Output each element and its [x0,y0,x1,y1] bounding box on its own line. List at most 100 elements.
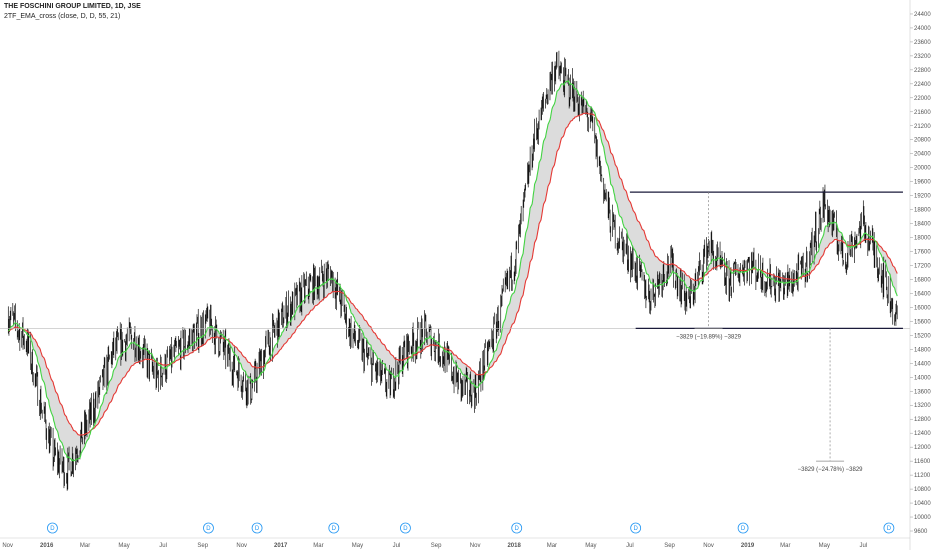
time-tick-label: 2019 [741,543,755,549]
dividend-circle [203,522,214,534]
time-tick-label: 2017 [274,543,288,549]
dividend-label: D [633,526,638,532]
price-tick-label: 22800 [914,68,931,74]
price-tick-label: 12800 [914,417,931,423]
measure-label: −3829 (−24.78%) −3829 [798,467,864,473]
time-tick-label: Mar [80,543,90,549]
price-tick-label: 13600 [914,389,931,395]
dividend-marker: D [251,522,263,534]
ema-lines [7,80,898,462]
price-tick-label: 14000 [914,375,931,381]
time-tick-label: Sep [197,543,208,549]
price-tick-label: 22000 [914,96,931,102]
time-tick-label: Jul [393,543,401,549]
price-tick-label: 12400 [914,431,931,437]
dividend-circle [883,522,895,534]
dividend-label: D [332,526,337,532]
price-tick-label: 14800 [914,347,931,353]
price-tick-label: 20400 [914,152,931,158]
price-tick-label: 18000 [914,236,931,242]
price-tick-label: 18800 [914,208,931,214]
dividend-marker: D [328,522,340,534]
time-tick-label: Nov [470,543,481,549]
price-tick-label: 22400 [914,82,931,88]
dividend-label: D [255,526,260,532]
dividend-circle [630,522,642,534]
dividend-circle [737,522,749,534]
price-axis[interactable]: 9600 10000 10400 10800 11200 11600 12000 12400 1… [909,0,931,550]
time-tick-label: 2016 [40,543,54,549]
dividend-marker: D [47,522,58,534]
time-tick-label: May [352,543,363,549]
price-tick-label: 20000 [914,166,931,172]
price-tick-label: 17600 [914,250,931,256]
price-tick-label: 15200 [914,333,931,339]
price-tick-label: 11200 [914,473,931,479]
price-tick-label: 11600 [914,459,931,465]
dividend-label: D [515,526,520,532]
price-tick-label: 10800 [914,487,931,493]
dividend-marker: D [737,522,749,534]
time-tick-label: Jul [159,543,167,549]
indicator-title: 2TF_EMA_cross (close, D, D, 55, 21) [4,13,121,20]
price-tick-label: 16800 [914,277,931,283]
time-tick-label: Nov [236,543,247,549]
dividend-circle [511,522,523,534]
ema-fill [8,81,898,461]
price-tick-label: 23600 [914,40,931,46]
dividend-marker: D [511,522,523,534]
price-tick-label: 21600 [914,110,931,116]
price-tick-label: 20800 [914,138,931,144]
measure-label: −3829 (−19.89%) −3829 [676,334,742,340]
dividend-marker: D [883,522,895,534]
dividend-label: D [206,526,211,532]
symbol-title: THE FOSCHINI GROUP LIMITED, 1D, JSE [4,3,141,10]
dividend-circle [328,522,340,534]
price-tick-label: 19200 [914,194,931,200]
price-tick-label: 16000 [914,305,931,311]
dividend-marker: D [400,522,411,534]
price-tick-label: 10400 [914,501,931,507]
time-tick-label: Sep [431,543,442,549]
price-tick-label: 13200 [914,403,931,409]
dividend-circle [47,522,58,534]
trend-lines [0,191,910,330]
time-tick-label: Mar [547,543,557,549]
chart-header: THE FOSCHINI GROUP LIMITED, 1D, JSE 2TF_… [4,2,141,22]
price-tick-label: 14400 [914,361,931,367]
price-tick-label: 12000 [914,445,931,451]
dividend-label: D [887,526,892,532]
time-tick-label: Sep [664,543,675,549]
price-tick-label: 24000 [914,26,931,32]
dividend-marker: D [203,522,214,534]
time-tick-label: 2018 [507,543,521,549]
ema-fill-area [8,81,898,461]
time-tick-label: May [819,543,830,549]
dividend-label: D [50,526,55,532]
price-tick-label: 17200 [914,264,931,270]
price-tick-label: 10000 [914,515,931,521]
time-tick-label: May [585,543,596,549]
measurements: −3829 (−19.89%) −3829 −3829 (−24.78%) −38… [676,192,863,473]
price-tick-label: 21200 [914,124,931,130]
time-tick-label: Mar [780,543,790,549]
time-tick-label: Nov [2,543,13,549]
time-tick-label: Jul [859,543,867,549]
time-tick-label: Jul [626,543,634,549]
candles [7,50,898,491]
dividend-label: D [741,526,746,532]
time-tick-label: Mar [313,543,323,549]
price-tick-label: 19600 [914,180,931,186]
time-tick-label: May [118,543,129,549]
price-tick-label: 18400 [914,222,931,228]
time-tick-label: Nov [703,543,714,549]
dividend-circle [400,522,411,534]
price-tick-label: 24400 [914,12,931,18]
price-tick-label: 16400 [914,291,931,297]
time-axis[interactable]: Nov 2016 Mar May Jul Sep Nov 2017 Mar May Jul Sep No… [0,537,910,549]
ema-21-line [7,80,898,462]
dividend-label: D [403,526,408,532]
price-tick-label: 15600 [914,319,931,325]
